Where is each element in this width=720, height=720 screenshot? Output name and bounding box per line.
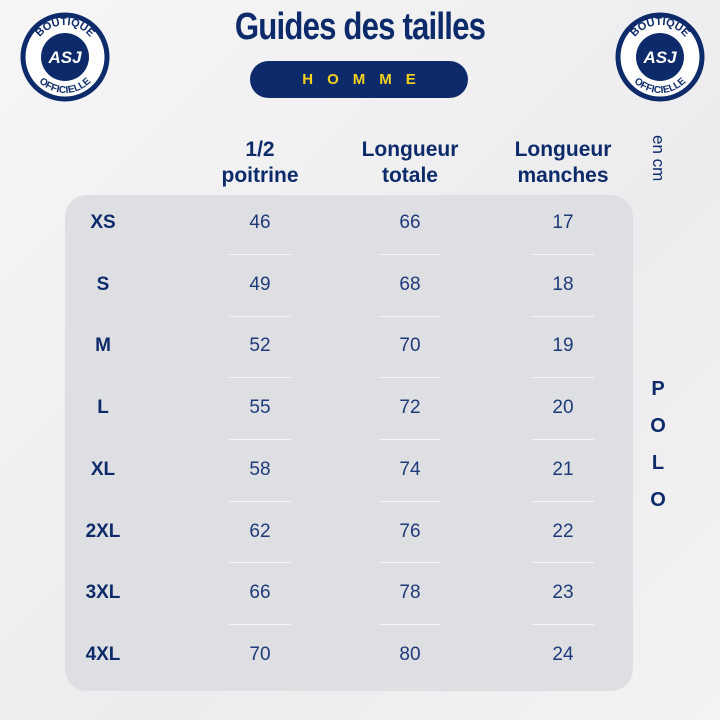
row-separator <box>379 438 441 440</box>
row-separator <box>379 253 441 255</box>
row-separator <box>229 253 291 255</box>
cell-value: 55 <box>249 397 271 419</box>
row-separator <box>379 624 441 626</box>
row-separator <box>229 315 291 317</box>
cell-value: 66 <box>249 582 271 604</box>
size-label: 2XL <box>85 520 121 542</box>
logo: BOUTIQUE OFFICIELLE ASJ <box>615 12 705 102</box>
row-separator <box>379 315 441 317</box>
row-separator <box>532 438 594 440</box>
cell-value: 17 <box>552 212 574 233</box>
cell-value: 20 <box>552 397 574 419</box>
logo-center: ASJ <box>642 48 677 67</box>
row-separator <box>229 562 291 564</box>
column-header: manches <box>517 164 609 187</box>
unit-label: en cm <box>649 135 668 182</box>
cell-value: 24 <box>552 643 574 665</box>
row-separator <box>229 438 291 440</box>
row-separator <box>379 562 441 564</box>
column-header: 1/2 <box>245 138 275 161</box>
row-separator <box>532 500 594 502</box>
row-separator <box>532 253 594 255</box>
row-separator <box>532 377 594 379</box>
size-label: XS <box>90 212 116 233</box>
cell-value: 49 <box>249 273 271 295</box>
cell-value: 70 <box>249 643 271 665</box>
size-label: M <box>95 335 111 357</box>
cell-value: 74 <box>399 458 421 480</box>
table-panel <box>65 195 633 691</box>
cell-value: 62 <box>249 520 271 542</box>
product-label: POLO <box>647 378 669 526</box>
subtitle-pill <box>250 61 468 98</box>
cell-value: 70 <box>399 335 421 357</box>
cell-value: 78 <box>399 582 421 604</box>
size-label: 4XL <box>85 643 121 665</box>
column-header: Longueur <box>361 138 459 161</box>
cell-value: 76 <box>399 520 421 542</box>
cell-value: 19 <box>552 335 574 357</box>
cell-value: 80 <box>399 643 421 665</box>
column-header: poitrine <box>221 164 299 187</box>
cell-value: 21 <box>552 458 574 480</box>
cell-value: 72 <box>399 397 421 419</box>
logo: BOUTIQUE OFFICIELLE ASJ <box>20 12 110 102</box>
logo-center: ASJ <box>47 48 82 67</box>
cell-value: 18 <box>552 273 574 295</box>
subtitle: HOMME <box>302 71 430 88</box>
row-separator <box>229 500 291 502</box>
title: Guides des tailles <box>234 6 486 48</box>
cell-value: 22 <box>552 520 574 542</box>
column-header: Longueur <box>514 138 612 161</box>
row-separator <box>379 377 441 379</box>
size-label: S <box>96 273 110 295</box>
row-separator <box>229 377 291 379</box>
column-header: totale <box>381 164 438 187</box>
cell-value: 68 <box>399 273 421 295</box>
size-label: XL <box>90 458 116 480</box>
size-label: 3XL <box>85 582 121 604</box>
cell-value: 46 <box>249 212 271 233</box>
size-label: L <box>97 397 109 419</box>
row-separator <box>229 624 291 626</box>
row-separator <box>532 624 594 626</box>
row-separator <box>379 500 441 502</box>
cell-value: 58 <box>249 458 271 480</box>
cell-value: 52 <box>249 335 271 357</box>
cell-value: 23 <box>552 582 574 604</box>
logos: BOUTIQUE OFFICIELLE ASJ BOUTIQUE OFFICIE… <box>20 12 705 102</box>
cell-value: 66 <box>399 212 421 233</box>
row-separator <box>532 562 594 564</box>
row-separator <box>532 315 594 317</box>
